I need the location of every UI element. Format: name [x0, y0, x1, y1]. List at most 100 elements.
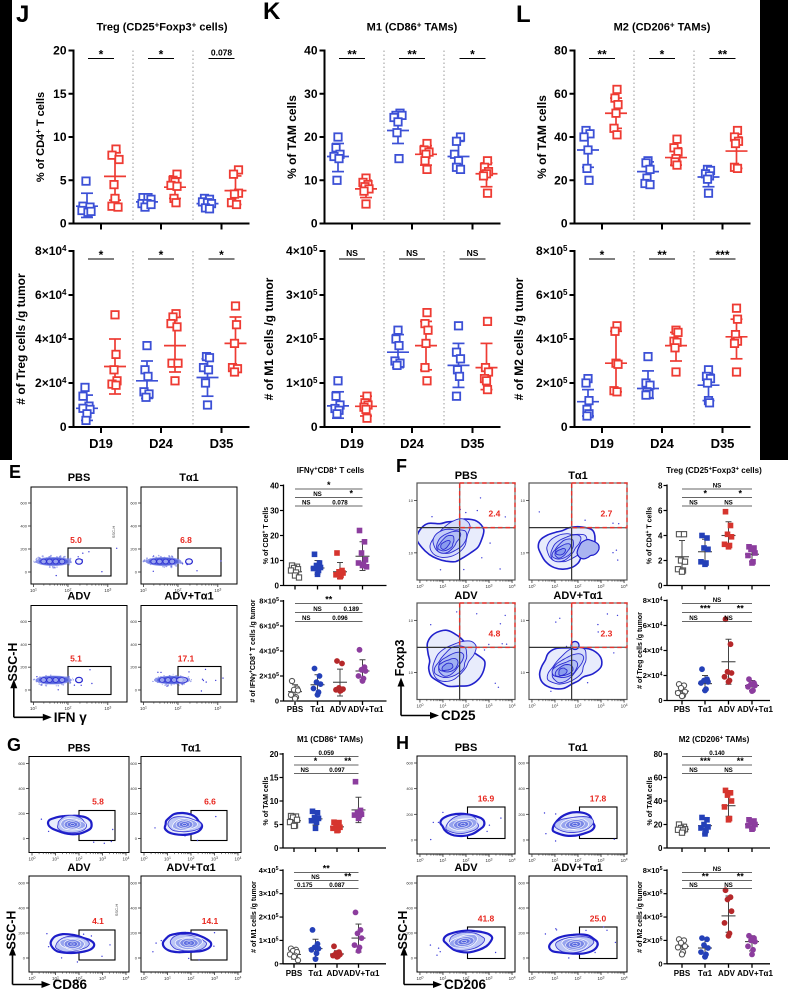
svg-text:6×104: 6×104: [35, 288, 67, 302]
svg-text:NS: NS: [713, 483, 722, 490]
svg-text:0.059: 0.059: [319, 750, 335, 757]
svg-text:2.7: 2.7: [601, 508, 613, 518]
svg-text:103: 103: [211, 976, 218, 982]
svg-text:*: *: [470, 48, 475, 62]
svg-text:E: E: [9, 462, 21, 482]
svg-text:0: 0: [135, 688, 138, 693]
svg-text:101: 101: [439, 858, 446, 864]
svg-text:103: 103: [486, 858, 493, 864]
svg-text:10: 10: [270, 556, 279, 565]
svg-text:20: 20: [53, 44, 67, 58]
svg-text:104: 104: [235, 856, 242, 862]
svg-text:2.3: 2.3: [601, 628, 613, 638]
svg-text:100: 100: [416, 976, 423, 982]
svg-text:104: 104: [123, 976, 130, 982]
svg-text:PBS: PBS: [68, 472, 91, 484]
svg-text:Treg (CD25+Foxp3+ cells): Treg (CD25+Foxp3+ cells): [666, 466, 762, 475]
svg-text:0: 0: [658, 844, 663, 853]
svg-text:D24: D24: [400, 436, 425, 451]
svg-text:30: 30: [304, 87, 318, 101]
svg-text:102: 102: [463, 858, 470, 864]
svg-text:4×104: 4×104: [643, 646, 663, 655]
svg-text:0: 0: [561, 217, 568, 231]
svg-text:103: 103: [486, 584, 493, 590]
svg-text:100: 100: [29, 976, 36, 982]
svg-text:D19: D19: [590, 436, 614, 451]
svg-text:40: 40: [554, 130, 568, 144]
svg-text:104: 104: [621, 976, 628, 982]
svg-text:H: H: [396, 733, 409, 753]
svg-text:NS: NS: [724, 615, 733, 622]
svg-text:NS: NS: [689, 882, 698, 889]
svg-text:6×105: 6×105: [259, 622, 279, 631]
svg-text:PBS: PBS: [286, 969, 303, 978]
svg-text:PBS: PBS: [455, 470, 478, 482]
svg-text:G: G: [7, 735, 21, 755]
svg-text:103: 103: [486, 703, 493, 709]
svg-text:ADV+Tα1: ADV+Tα1: [553, 590, 602, 602]
svg-text:0: 0: [275, 697, 279, 706]
svg-text:14.1: 14.1: [202, 916, 219, 926]
svg-text:103: 103: [104, 588, 111, 594]
svg-text:60: 60: [654, 773, 663, 782]
svg-text:104: 104: [621, 584, 628, 590]
svg-text:20: 20: [304, 130, 318, 144]
svg-text:101: 101: [30, 706, 37, 712]
svg-text:Tα1: Tα1: [698, 969, 713, 978]
svg-text:IFN γ: IFN γ: [54, 710, 87, 725]
svg-text:102: 102: [575, 703, 582, 709]
svg-text:ADV: ADV: [718, 969, 736, 978]
svg-text:0: 0: [135, 956, 138, 961]
svg-text:101: 101: [52, 856, 59, 862]
svg-text:200: 200: [20, 665, 27, 670]
svg-text:NS: NS: [724, 767, 733, 774]
svg-text:*: *: [660, 48, 665, 62]
svg-text:400: 400: [20, 524, 27, 529]
svg-text:10: 10: [521, 670, 526, 675]
svg-text:*: *: [327, 480, 331, 490]
svg-text:Tα1: Tα1: [308, 969, 323, 978]
svg-text:100: 100: [141, 976, 148, 982]
svg-text:Treg (CD25+Foxp3+ cells): Treg (CD25+Foxp3+ cells): [96, 21, 227, 34]
svg-text:10: 10: [521, 498, 526, 503]
svg-text:M1 (CD86+ TAMs): M1 (CD86+ TAMs): [297, 735, 363, 744]
svg-text:K: K: [263, 0, 281, 25]
svg-text:PBS: PBS: [68, 743, 91, 755]
svg-text:# of M1 cells /g tumor: # of M1 cells /g tumor: [251, 881, 258, 953]
svg-text:20: 20: [554, 173, 568, 187]
svg-text:103: 103: [598, 858, 605, 864]
svg-text:10: 10: [409, 550, 414, 555]
svg-text:**: **: [657, 248, 667, 262]
svg-text:200: 200: [406, 931, 413, 936]
svg-text:SSC-H: SSC-H: [111, 526, 116, 539]
svg-text:6: 6: [658, 506, 663, 515]
svg-text:4×104: 4×104: [35, 332, 67, 346]
svg-text:PBS: PBS: [455, 742, 478, 754]
svg-text:103: 103: [99, 856, 106, 862]
svg-text:ADV+Tα1: ADV+Tα1: [344, 969, 380, 978]
svg-text:0: 0: [658, 959, 662, 968]
svg-text:80: 80: [654, 750, 663, 759]
svg-text:0: 0: [135, 570, 138, 575]
svg-text:Tα1: Tα1: [310, 705, 325, 714]
svg-text:**: **: [737, 872, 745, 882]
svg-text:600: 600: [18, 881, 25, 886]
svg-text:200: 200: [518, 931, 525, 936]
svg-text:102: 102: [463, 584, 470, 590]
svg-text:D19: D19: [340, 436, 364, 451]
svg-text:101: 101: [439, 703, 446, 709]
svg-text:8×105: 8×105: [643, 866, 663, 875]
svg-text:10: 10: [304, 173, 318, 187]
svg-text:10: 10: [409, 670, 414, 675]
svg-text:101: 101: [164, 856, 171, 862]
svg-text:600: 600: [130, 501, 137, 506]
svg-text:10: 10: [521, 550, 526, 555]
svg-text:NS: NS: [713, 597, 722, 604]
svg-text:200: 200: [130, 547, 137, 552]
svg-text:4×105: 4×105: [643, 913, 663, 922]
svg-text:200: 200: [518, 812, 525, 817]
svg-text:**: **: [597, 48, 607, 62]
svg-text:*: *: [99, 248, 104, 262]
svg-text:0.097: 0.097: [329, 767, 345, 774]
svg-text:0: 0: [275, 581, 280, 590]
